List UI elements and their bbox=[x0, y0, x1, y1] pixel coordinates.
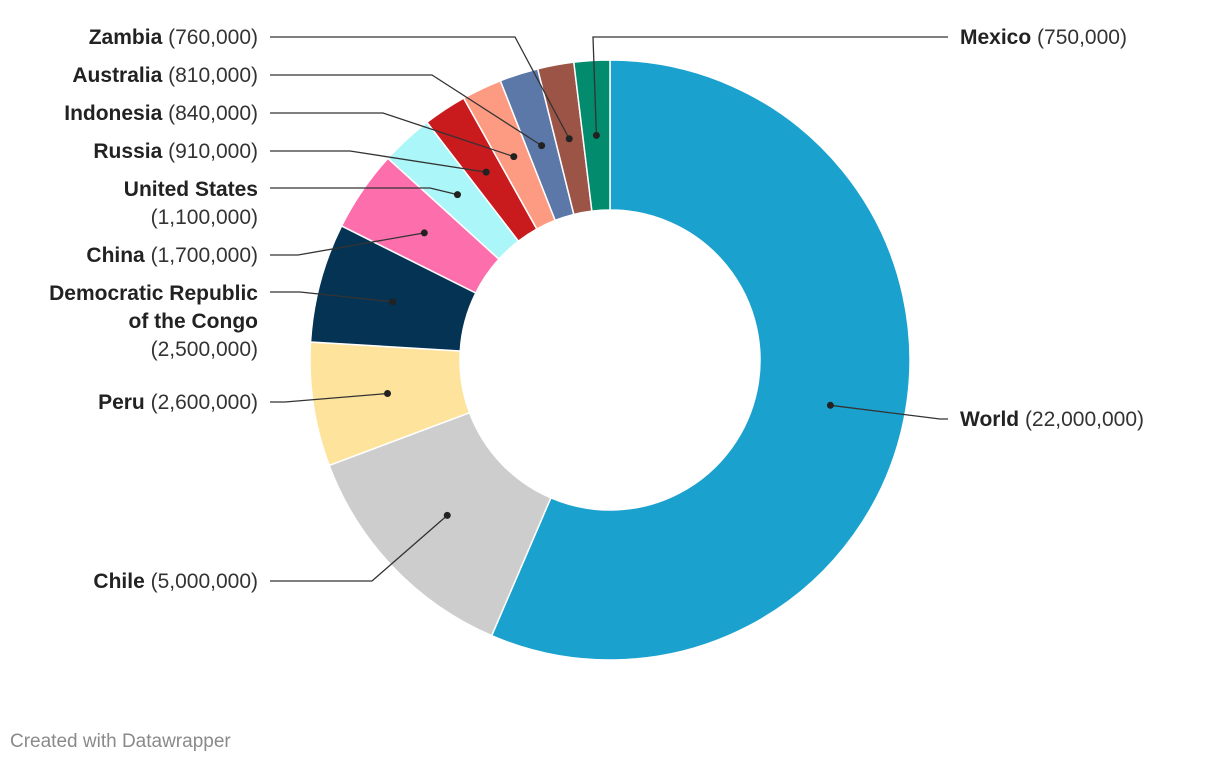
label-australia: Australia (810,000) bbox=[72, 64, 258, 87]
label-name: of the Congo bbox=[129, 310, 258, 333]
footer-credit: Created with Datawrapper bbox=[10, 731, 231, 752]
leader-dot-united-states bbox=[453, 191, 461, 199]
leader-dot-chile bbox=[443, 511, 451, 519]
label-value: (22,000,000) bbox=[1019, 408, 1144, 431]
leader-line-indonesia bbox=[270, 112, 515, 158]
leader-line-zambia bbox=[270, 36, 570, 140]
leader-dot-democratic-republic-of-the-congo bbox=[389, 298, 397, 306]
leader-dot-peru bbox=[384, 390, 392, 398]
label-value: (840,000) bbox=[162, 102, 258, 125]
leader-dot-russia bbox=[482, 168, 490, 176]
label-name: China bbox=[86, 244, 145, 267]
label-name: Russia bbox=[93, 140, 162, 163]
leader-line-australia bbox=[270, 74, 542, 147]
label-indonesia: Indonesia (840,000) bbox=[64, 102, 258, 125]
leader-line-china bbox=[270, 232, 425, 256]
leader-line-russia bbox=[270, 150, 487, 173]
label-value: (760,000) bbox=[162, 26, 258, 49]
label-united-states: United States (1,100,000) bbox=[124, 178, 258, 229]
slice-labels: World (22,000,000) Chile (5,000,000) Peru … bbox=[49, 26, 1144, 593]
leader-line-mexico bbox=[592, 36, 948, 136]
label-value: (1,700,000) bbox=[145, 244, 258, 267]
leader-lines bbox=[270, 36, 948, 582]
label-mexico: Mexico (750,000) bbox=[960, 26, 1127, 49]
label-name: World bbox=[960, 408, 1019, 431]
label-name: Democratic Republic bbox=[49, 282, 258, 305]
label-name: United States bbox=[124, 178, 258, 201]
leader-line-united-states bbox=[270, 187, 458, 196]
donut-slices bbox=[309, 59, 911, 661]
label-chile: Chile (5,000,000) bbox=[93, 570, 258, 593]
leader-dot-world bbox=[826, 401, 834, 409]
leader-dot-mexico bbox=[592, 131, 600, 139]
label-name: Indonesia bbox=[64, 102, 162, 125]
label-value: (5,000,000) bbox=[145, 570, 258, 593]
slice-mexico[interactable] bbox=[572, 59, 611, 212]
label-name: Mexico bbox=[960, 26, 1031, 49]
label-value: (1,100,000) bbox=[151, 206, 258, 229]
label-peru: Peru (2,600,000) bbox=[98, 391, 258, 414]
leader-dot-china bbox=[420, 229, 428, 237]
label-value: (2,500,000) bbox=[151, 338, 258, 361]
leader-line-world bbox=[830, 404, 948, 420]
label-name: Zambia bbox=[89, 26, 163, 49]
label-name: Australia bbox=[72, 64, 162, 87]
label-value: (750,000) bbox=[1031, 26, 1127, 49]
label-value: (810,000) bbox=[162, 64, 258, 87]
label-name: Peru bbox=[98, 391, 145, 414]
leader-line-peru bbox=[270, 392, 388, 403]
label-name: Chile bbox=[93, 570, 144, 593]
leader-line-chile bbox=[270, 514, 448, 582]
label-value: (910,000) bbox=[162, 140, 258, 163]
label-value: (2,600,000) bbox=[145, 391, 258, 414]
label-world: World (22,000,000) bbox=[960, 408, 1144, 431]
label-russia: Russia (910,000) bbox=[93, 140, 258, 163]
leader-dot-indonesia bbox=[510, 153, 518, 161]
slice-world[interactable] bbox=[490, 59, 911, 661]
label-zambia: Zambia (760,000) bbox=[89, 26, 258, 49]
leader-dot-australia bbox=[538, 142, 546, 150]
leader-dot-zambia bbox=[565, 135, 573, 143]
label-china: China (1,700,000) bbox=[86, 244, 258, 267]
slice-chile[interactable] bbox=[328, 411, 552, 637]
label-democratic-republic-of-the-congo: Democratic Republic of the Congo (2,500,00… bbox=[49, 282, 258, 361]
leader-line-democratic-republic-of-the-congo bbox=[270, 291, 393, 303]
